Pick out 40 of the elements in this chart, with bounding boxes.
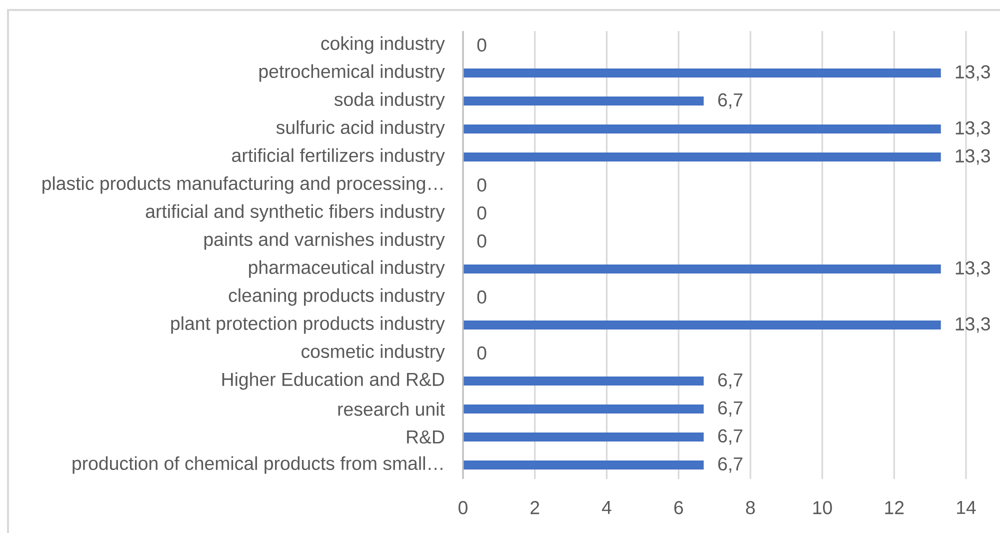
- data-label: 6,7: [718, 457, 742, 473]
- y-tick-label: production of chemical products from small…: [72, 456, 442, 474]
- y-tick-label: cleaning products industry: [228, 288, 445, 306]
- x-tick-label: 6: [674, 501, 683, 514]
- x-tick-label: 4: [602, 501, 612, 514]
- y-tick-label: sulfuric acid industry: [276, 120, 445, 138]
- y-tick-label: Higher Education and R&D: [222, 372, 444, 390]
- data-label: 0: [477, 178, 486, 192]
- data-label: 0: [477, 234, 486, 248]
- y-tick-label: coking industry: [321, 36, 445, 54]
- data-label: 13,3: [956, 121, 990, 137]
- x-tick-label: 14: [957, 501, 976, 514]
- data-label: 0: [477, 206, 486, 220]
- y-tick-label: petrochemical industry: [259, 64, 445, 82]
- y-tick-label: plant protection products industry: [171, 316, 445, 334]
- y-tick-label: paints and varnishes industry: [204, 232, 445, 250]
- data-label: 0: [477, 38, 486, 52]
- data-label: 13,3: [956, 149, 990, 165]
- x-tick-label: 8: [746, 501, 755, 514]
- data-label: 0: [477, 290, 486, 304]
- x-tick-label: 10: [813, 501, 832, 514]
- data-label: 6,7: [718, 93, 742, 109]
- data-label: 6,7: [718, 429, 742, 445]
- y-tick-label: artificial fertilizers industry: [232, 148, 445, 166]
- x-tick-label: 12: [885, 501, 904, 514]
- x-tick-label: 2: [530, 501, 540, 514]
- y-tick-label: pharmaceutical industry: [249, 260, 445, 278]
- data-label: 6,7: [718, 373, 742, 389]
- y-tick-label: artificial and synthetic fibers industry: [146, 204, 445, 222]
- y-tick-label: soda industry: [334, 92, 445, 110]
- x-tick-label: 0: [458, 501, 468, 514]
- data-label: 13,3: [956, 65, 990, 81]
- data-label: 13,3: [956, 261, 990, 277]
- y-tick-label: R&D: [407, 430, 444, 444]
- y-tick-label: plastic products manufacturing and processing…: [42, 176, 442, 194]
- data-label: 6,7: [718, 401, 742, 417]
- y-tick-label: cosmetic industry: [302, 344, 445, 362]
- data-label: 0: [477, 346, 486, 360]
- data-label: 13,3: [956, 317, 990, 333]
- y-tick-label: research unit: [338, 402, 445, 416]
